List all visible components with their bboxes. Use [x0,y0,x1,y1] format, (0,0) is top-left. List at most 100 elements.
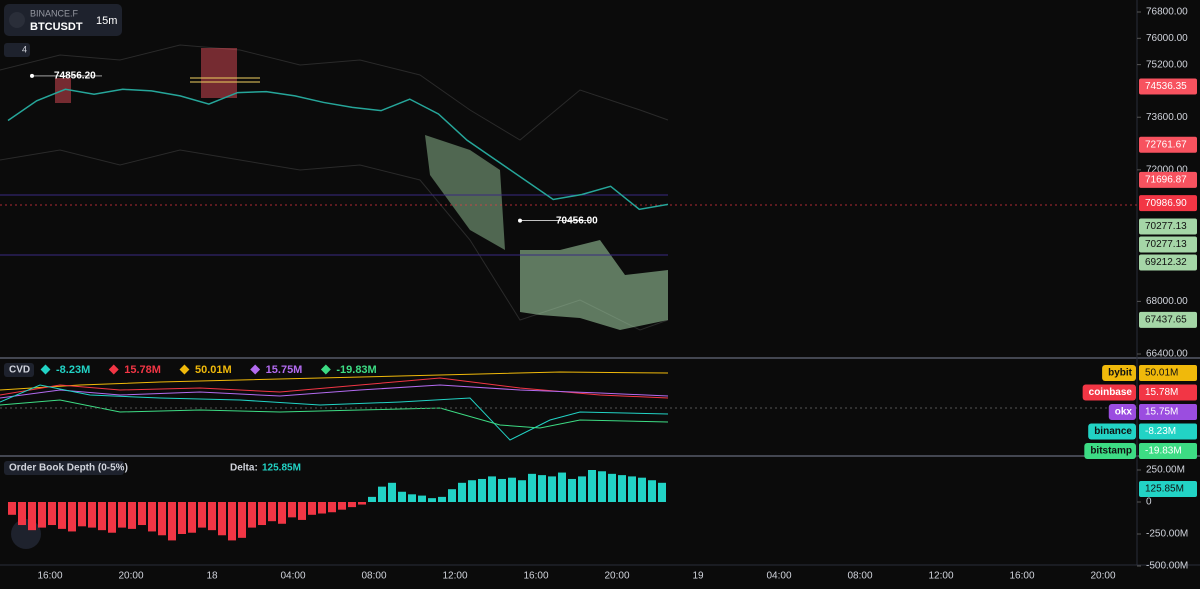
cvd-legend-value: 15.75M [266,364,303,376]
cvd-value-bg [1139,443,1197,459]
cvd-exchange-bg [1088,423,1136,440]
symbol: BTCUSDT [30,21,83,33]
price-label: 70277.13 [1145,221,1187,232]
depth-bar [8,502,16,515]
price-label-bg [1139,195,1197,212]
depth-bar [198,502,206,528]
x-tick-label: 16:00 [523,571,548,582]
cvd-line [0,371,669,391]
depth-bar [618,475,626,502]
cvd-line [0,384,669,441]
depth-bar [348,502,356,508]
cvd-exchange: bybit [1108,368,1133,379]
depth-bar [478,478,486,502]
depth-bar [228,502,236,541]
price-label-bg [1139,78,1197,95]
depth-bar [558,472,566,502]
depth-bar [608,473,616,502]
depth-bar [28,502,36,531]
depth-bar [368,496,376,502]
depth-bar [418,495,426,502]
x-tick-label: 12:00 [928,571,953,582]
annotation-dot [30,73,34,78]
y-tick-label: 76000.00 [1146,33,1188,44]
exchange-logo [9,12,25,28]
volume-profile [425,135,505,250]
cvd-exchange: coinbase [1089,387,1133,398]
y-tick-label: -250.00M [1146,529,1188,540]
cvd-exchange-bg [1108,404,1136,420]
x-tick-label: 04:00 [766,571,791,582]
y-tick-label: 0 [1146,497,1152,508]
depth-bar [248,502,256,528]
depth-bar [188,502,196,533]
y-tick-label: 76800.00 [1146,7,1188,18]
cvd-legend-icon [179,364,190,375]
cvd-legend-icon [250,364,261,375]
cvd-exchange: bitstamp [1090,446,1132,457]
depth-bar [288,502,296,518]
depth-bar [448,489,456,502]
x-tick-label: 08:00 [361,571,386,582]
cvd-title-box[interactable] [4,363,34,377]
depth-bar [68,502,76,532]
delta-axis-label: 125.85M [1145,484,1184,495]
depth-bar [538,475,546,502]
cvd-exchange: binance [1094,426,1132,437]
cvd-legend-icon [320,364,331,375]
depth-bar [508,477,516,502]
depth-bar [178,502,186,534]
depth-bar [38,502,46,528]
cvd-legend-value: 50.01M [195,364,232,376]
symbol-box[interactable] [4,4,122,36]
price-line [7,88,669,211]
depth-bar [128,502,136,529]
depth-title-box[interactable] [4,461,124,475]
indicators-count: 4 [22,44,27,54]
depth-bar [138,502,146,526]
price-label: 71696.87 [1145,174,1187,185]
cvd-exchange: okx [1115,407,1133,418]
y-tick-label: 250.00M [1146,465,1185,476]
x-tick-label: 04:00 [280,571,305,582]
cvd-exchange-bg [1084,443,1136,459]
depth-bar [408,494,416,502]
cvd-value: -8.23M [1145,426,1176,437]
depth-bar [78,502,86,527]
depth-bar [168,502,176,541]
depth-bar [118,502,126,528]
cvd-value-bg [1139,384,1197,401]
depth-bar [528,473,536,502]
depth-bar [218,502,226,536]
x-tick-label: 20:00 [604,571,629,582]
cvd-value: 15.78M [1145,387,1178,398]
depth-bar [298,502,306,520]
depth-title: Order Book Depth (0-5%) [9,463,128,474]
interval: 15m [96,15,117,27]
delta-label-bg [1139,481,1197,497]
y-tick-label: 75200.00 [1146,59,1188,70]
annotation-label: 70456.00 [556,215,598,226]
cvd-value-bg [1139,365,1197,381]
indicators-toggle[interactable] [4,43,30,57]
cvd-value-bg [1139,404,1197,420]
price-label-bg [1139,136,1197,153]
depth-bar [378,486,386,502]
x-tick-label: 18 [206,571,218,582]
cvd-exchange-bg [1102,365,1136,381]
depth-bar [388,482,396,502]
x-tick-label: 19 [692,571,704,582]
depth-bar [88,502,96,528]
depth-bar [638,477,646,502]
depth-bar [48,502,56,526]
x-tick-label: 08:00 [847,571,872,582]
depth-bar [578,476,586,502]
cvd-value: 15.75M [1145,407,1178,418]
y-tick-label: 68000.00 [1146,296,1188,307]
annotation-dot [518,218,522,223]
x-tick-label: 20:00 [1090,571,1115,582]
y-tick-label: -500.00M [1146,561,1188,572]
price-label: 70986.90 [1145,198,1187,209]
depth-bar [18,502,26,526]
